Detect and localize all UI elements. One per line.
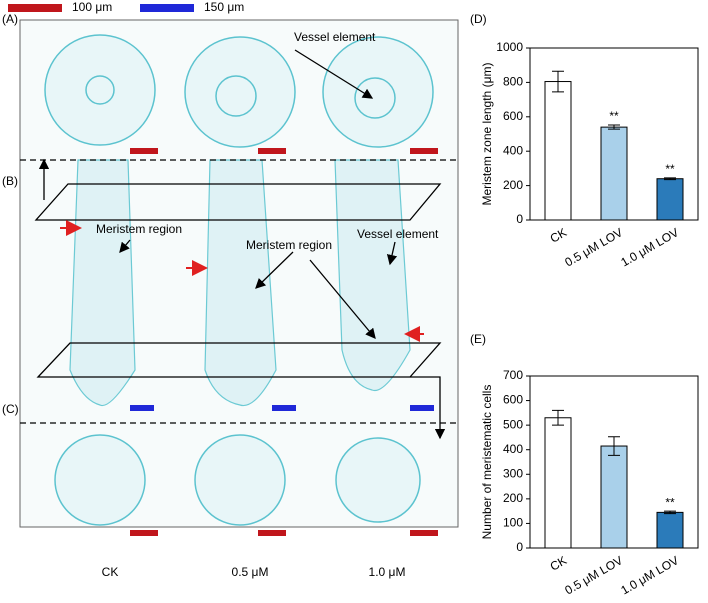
y-tick-label: 500: [503, 417, 523, 431]
y-tick-label: 400: [503, 143, 523, 157]
panel-label: (E): [470, 332, 486, 346]
error-bar: [552, 70, 564, 93]
significance-label: **: [665, 162, 675, 176]
bar: [544, 81, 572, 221]
column-label: 1.0 μM: [369, 565, 406, 579]
panel-label: (B): [2, 174, 18, 188]
annotation: Meristem region: [96, 222, 182, 236]
bar: [656, 511, 684, 549]
y-tick-label: 0: [516, 540, 523, 554]
x-tick-label: CK: [548, 225, 569, 245]
error-bar: [608, 436, 620, 456]
error-bar: [552, 409, 564, 426]
y-tick-label: 1000: [496, 40, 523, 54]
y-tick-label: 600: [503, 393, 523, 407]
y-tick-label: 400: [503, 442, 523, 456]
error-bar: [664, 510, 676, 515]
micrographs: [44, 34, 438, 536]
error-bar: [608, 124, 620, 130]
axes-frame: [529, 47, 699, 221]
annotation: Vessel element: [357, 227, 439, 241]
x-tick-label: 1.0 μM LOV: [618, 225, 681, 269]
x-tick-label: CK: [548, 553, 569, 573]
panel-label: (C): [2, 402, 19, 416]
scale-label: 100 μm: [72, 0, 112, 14]
significance-label: **: [609, 109, 619, 123]
column-label: 0.5 μM: [232, 565, 269, 579]
column-label: CK: [102, 565, 119, 579]
scale-label: 150 μm: [204, 0, 244, 14]
scale-swatch: [140, 4, 194, 12]
y-tick-label: 0: [516, 212, 523, 226]
bar: [656, 178, 684, 221]
axes-frame: [529, 375, 699, 549]
panel-label: (D): [470, 12, 487, 26]
panel-label: (A): [2, 12, 18, 26]
annotation: Meristem region: [246, 238, 332, 252]
y-tick-label: 100: [503, 516, 523, 530]
bar: [600, 126, 628, 221]
y-tick-label: 300: [503, 466, 523, 480]
error-bar: [664, 177, 676, 181]
x-tick-label: 0.5 μM LOV: [562, 225, 625, 269]
bar: [600, 445, 628, 549]
schematic-lines: [20, 49, 458, 440]
scale-swatch: [8, 4, 62, 12]
significance-label: **: [665, 495, 675, 509]
annotation: Vessel element: [294, 30, 376, 44]
y-tick-label: 200: [503, 491, 523, 505]
y-axis-label: Number of meristematic cells: [480, 385, 494, 540]
x-tick-label: 1.0 μM LOV: [618, 553, 681, 597]
y-tick-label: 200: [503, 178, 523, 192]
y-tick-label: 800: [503, 75, 523, 89]
y-axis-label: Meristem zone length (μm): [480, 63, 494, 206]
y-tick-label: 700: [503, 368, 523, 382]
bar: [544, 417, 572, 549]
y-tick-label: 600: [503, 109, 523, 123]
x-tick-label: 0.5 μM LOV: [562, 553, 625, 597]
